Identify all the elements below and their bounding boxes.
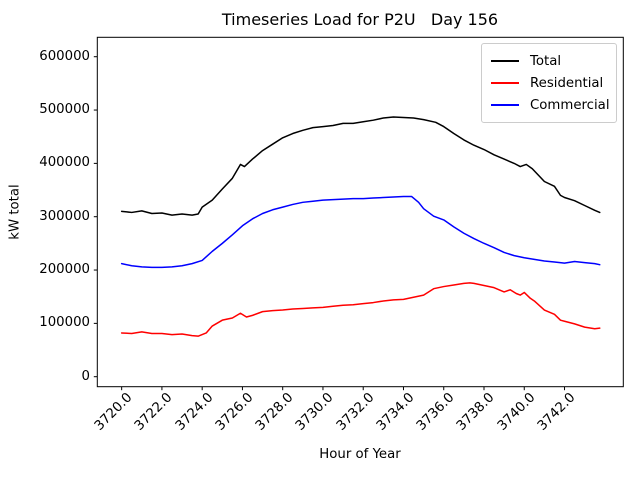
series-line-residential — [120, 282, 601, 337]
legend-line-swatch — [491, 60, 519, 62]
y-tick-label: 0 — [81, 368, 90, 384]
x-axis-label: Hour of Year — [319, 447, 401, 462]
chart-title: Timeseries Load for P2U Day 156 — [221, 10, 499, 29]
legend-entry: Commercial — [491, 94, 610, 116]
legend-entry: Total — [491, 50, 607, 72]
y-tick-label: 300000 — [39, 208, 90, 224]
legend-line-swatch — [491, 104, 519, 106]
y-tick-label: 400000 — [39, 155, 90, 171]
legend-entry: Residential — [491, 72, 607, 94]
y-tick-label: 500000 — [39, 102, 90, 118]
legend: Total Residential Commercial — [481, 43, 617, 123]
y-tick-label: 600000 — [39, 48, 90, 64]
legend-label: Total — [530, 53, 562, 69]
y-tick-label: 100000 — [39, 315, 90, 331]
legend-label: Commercial — [530, 97, 610, 113]
series-line-commercial — [120, 195, 601, 269]
series-line-total — [120, 116, 601, 216]
legend-label: Residential — [530, 75, 604, 91]
legend-line-swatch — [491, 82, 519, 84]
y-tick-label: 200000 — [39, 262, 90, 278]
